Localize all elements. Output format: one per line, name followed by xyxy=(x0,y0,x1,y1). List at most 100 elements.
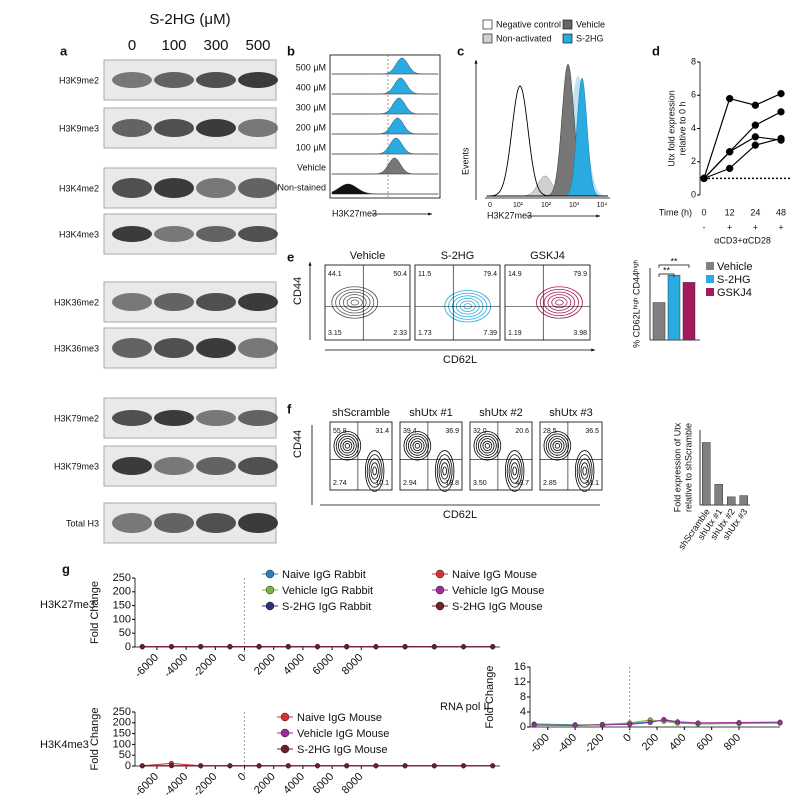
contour xyxy=(438,458,451,484)
quadrant-value: 32.0 xyxy=(473,428,487,435)
data-point xyxy=(344,644,350,650)
histogram xyxy=(332,117,438,135)
treatment-label: αCD3+αCD28 xyxy=(714,235,771,245)
data-point xyxy=(373,644,379,650)
data-point xyxy=(777,719,783,725)
row-label: 300 μM xyxy=(296,102,326,112)
plot-title: GSKJ4 xyxy=(530,250,565,262)
data-point xyxy=(599,722,605,728)
x-tick-label: 10⁴ xyxy=(597,202,608,209)
data-point xyxy=(627,721,633,727)
data-point xyxy=(431,644,437,650)
y-axis-label: Fold Change xyxy=(89,581,101,644)
y-tick-label: 8 xyxy=(691,56,696,66)
x-tick-label: 24 xyxy=(750,207,760,217)
blot-label: H3K9me3 xyxy=(59,123,99,133)
legend-label: GSKJ4 xyxy=(717,287,752,299)
treatment-sign: + xyxy=(778,222,783,232)
data-point xyxy=(751,121,760,129)
series-line xyxy=(703,137,782,179)
blot-band xyxy=(238,119,278,137)
contour xyxy=(342,440,353,451)
histogram xyxy=(332,77,438,95)
contour xyxy=(550,438,565,454)
y-tick-label: 8 xyxy=(520,691,526,703)
dose-label: 100 xyxy=(161,37,186,54)
blot-band xyxy=(112,338,152,358)
blot-band xyxy=(238,72,278,88)
data-point xyxy=(751,101,760,109)
data-point xyxy=(402,763,408,769)
panel-letter: d xyxy=(652,43,660,58)
y-axis-label: relative to shScramble xyxy=(683,423,693,512)
contour xyxy=(335,433,359,459)
row-label: 500 μM xyxy=(296,62,326,72)
blot-band xyxy=(154,338,194,358)
panel-letter: b xyxy=(287,43,295,58)
y-axis-label: Fold expression of Utx xyxy=(672,422,682,512)
y-axis-label: Events xyxy=(460,147,470,175)
y-tick-label: 200 xyxy=(113,717,131,729)
y-tick-label: 0 xyxy=(125,641,131,653)
contour xyxy=(480,438,495,454)
blot-band xyxy=(196,178,236,198)
contour xyxy=(442,466,447,476)
legend-swatch xyxy=(482,33,493,44)
contour xyxy=(412,440,423,451)
panel-letter: f xyxy=(287,401,292,416)
data-point xyxy=(285,644,291,650)
legend-label: Vehicle xyxy=(576,19,605,29)
arrow-head xyxy=(596,214,600,218)
legend-label: Negative control xyxy=(496,19,561,29)
data-point xyxy=(373,763,379,769)
y-tick-label: 50 xyxy=(119,749,131,761)
legend-marker xyxy=(435,601,445,611)
y-axis-label: Fold Change xyxy=(89,708,101,771)
significance-label: ** xyxy=(663,265,671,275)
x-tick-label: 12 xyxy=(725,207,735,217)
contour xyxy=(342,294,367,311)
quadrant-value: 10.1 xyxy=(375,480,389,487)
quadrant-value: 79.9 xyxy=(573,271,587,278)
quadrant-value: 7.39 xyxy=(483,330,497,337)
legend-marker xyxy=(265,569,275,579)
y-axis-label: % CD62Lʰⁱᵍʰ CD44ʰⁱᵍʰ xyxy=(631,260,641,348)
blot-band xyxy=(112,119,152,137)
blot-band xyxy=(112,513,152,533)
y-tick-label: 250 xyxy=(113,706,131,718)
panel-letter: e xyxy=(287,249,294,264)
data-point xyxy=(736,720,742,726)
data-point xyxy=(490,763,496,769)
x-axis-label: H3K27me3 xyxy=(332,208,377,218)
contour xyxy=(370,462,379,480)
blot-band xyxy=(112,72,152,88)
contours xyxy=(536,286,583,319)
y-axis-label: CD44 xyxy=(292,277,304,305)
x-tick-label: 10² xyxy=(541,202,552,209)
contour xyxy=(408,435,427,456)
quadrant-value: 20.6 xyxy=(515,428,529,435)
data-point xyxy=(168,763,174,769)
treatment-sign: + xyxy=(727,222,732,232)
plot-title: S-2HG xyxy=(441,250,475,262)
data-point xyxy=(777,108,785,116)
data-point xyxy=(285,763,291,769)
contour xyxy=(335,288,375,317)
quadrant-value: 1.73 xyxy=(418,330,432,337)
quadrant-value: 2.33 xyxy=(393,330,407,337)
contour xyxy=(338,435,357,456)
legend-swatch xyxy=(706,262,714,270)
plot-title: shUtx #1 xyxy=(409,407,452,419)
quadrant-value: 79.4 xyxy=(483,271,497,278)
contour xyxy=(578,458,591,484)
blot-band xyxy=(238,293,278,311)
plot-frame xyxy=(329,54,441,199)
contour xyxy=(339,291,371,314)
data-point xyxy=(168,644,174,650)
blot-band xyxy=(238,513,278,533)
series-line xyxy=(534,718,781,727)
quadrant-value: 31.4 xyxy=(375,428,389,435)
significance-bracket xyxy=(658,273,675,277)
legend-label: Vehicle IgG Mouse xyxy=(297,728,389,740)
legend-label: S-2HG IgG Mouse xyxy=(452,601,542,613)
